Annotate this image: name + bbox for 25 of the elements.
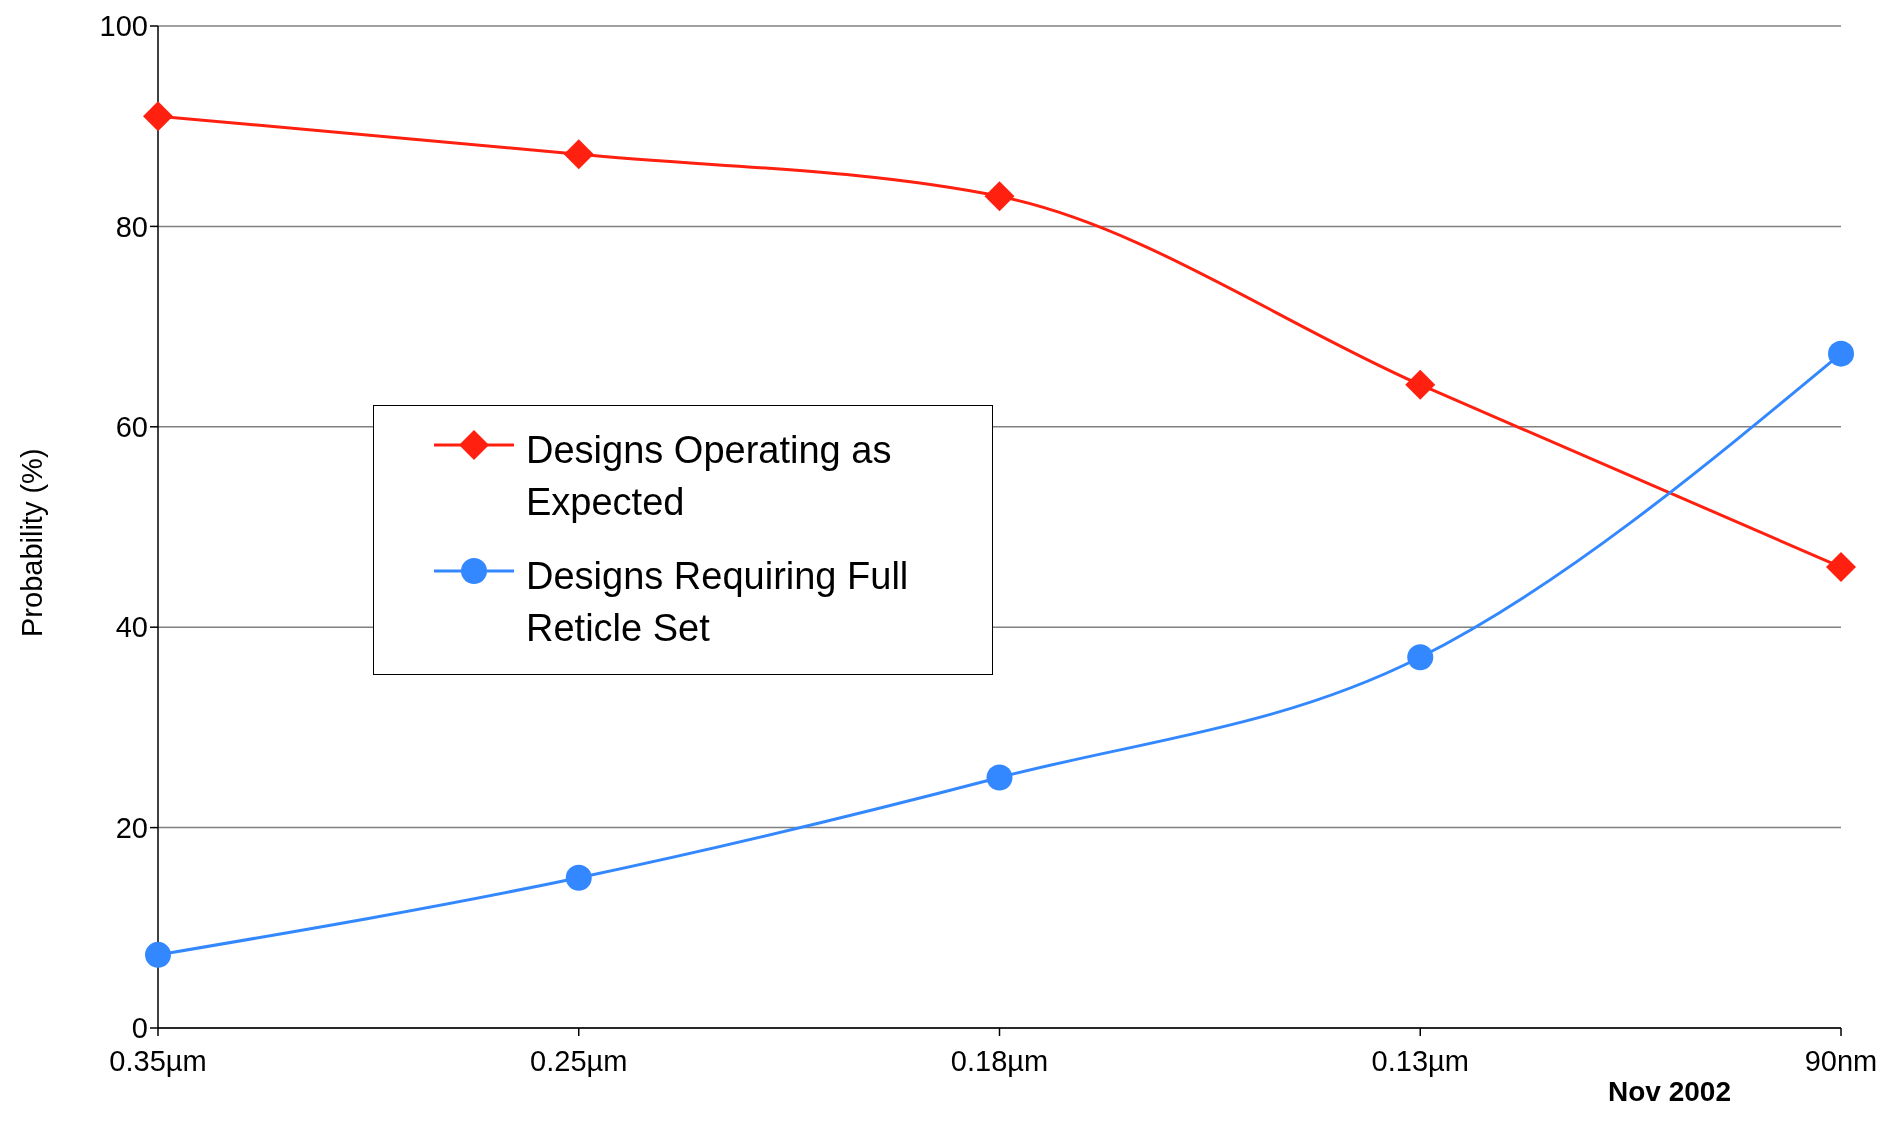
point: [1826, 552, 1856, 583]
legend-label: Designs Requiring Full Reticle Set: [526, 554, 910, 651]
x-tick-label: 0.35µm: [109, 1044, 207, 1077]
y-axis-title: Probability (%): [16, 448, 49, 637]
x-tick-label: 0.18µm: [950, 1044, 1049, 1077]
point: [563, 139, 594, 170]
text: Nov 2002: [1608, 1076, 1731, 1108]
point: [143, 101, 173, 132]
x-tick-label: 0.13µm: [1371, 1044, 1469, 1077]
point: [1407, 644, 1434, 671]
y-tick-label: 20: [115, 811, 148, 844]
y-tick-label: 100: [99, 10, 148, 43]
y-tick-label: 60: [115, 411, 148, 444]
x-tick-label: 0.25µm: [530, 1044, 628, 1077]
y-tick-label: 0: [131, 1012, 148, 1045]
legend-label: Designs Operating as Expected: [526, 428, 893, 525]
point: [565, 864, 592, 891]
point: [984, 181, 1015, 212]
point: [145, 941, 171, 968]
point: [986, 764, 1013, 791]
y-tick-label: 40: [115, 611, 148, 644]
x-tick-label: 90nm: [1804, 1044, 1878, 1077]
y-tick-label: 80: [115, 210, 148, 243]
point: [1828, 340, 1854, 367]
point: [1405, 369, 1436, 400]
